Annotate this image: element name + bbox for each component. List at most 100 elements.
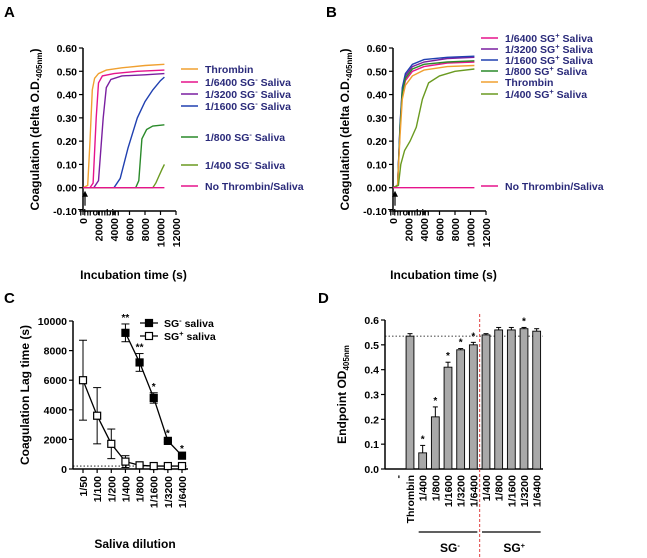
significance-star: *	[522, 316, 526, 327]
y-tick-label: 0.00	[367, 183, 388, 195]
legend-label: 1/400 SG+ Saliva	[505, 87, 587, 101]
legend-label: 1/800 SG- Saliva	[205, 130, 285, 144]
x-tick-label: 1/400	[418, 475, 430, 501]
y-axis-label: Endpoint OD405nm	[335, 345, 351, 444]
x-tick-label: 6000	[125, 218, 137, 242]
y-tick-label: 0	[61, 464, 67, 476]
group-label: SG-	[440, 541, 460, 555]
data-marker	[177, 461, 187, 471]
data-marker	[93, 411, 102, 420]
significance-star: *	[152, 382, 156, 393]
legend-label: 1/1600 SG+ Saliva	[505, 53, 593, 67]
bar	[405, 335, 415, 470]
x-tick-label: 4000	[419, 218, 431, 242]
x-tick-label: 10000	[156, 218, 168, 247]
y-axis-label: Coagulation Lag time (s)	[18, 325, 32, 465]
x-tick-label: 8000	[140, 218, 152, 242]
panel-label-b: B	[326, 4, 337, 21]
bar	[443, 366, 453, 470]
x-tick-label: 1/6400	[532, 475, 544, 507]
x-axis-label: Incubation time (s)	[390, 268, 497, 282]
y-tick-label: 0.5	[364, 340, 379, 352]
series-line	[82, 63, 165, 189]
y-tick-label: 0.30	[367, 113, 388, 125]
legend-label: Thrombin	[205, 64, 253, 76]
y-tick-label: 0.60	[367, 43, 388, 55]
x-tick-label: 12000	[171, 218, 183, 247]
y-tick-label: 0.30	[57, 113, 78, 125]
x-tick-label: 1/400	[481, 475, 493, 501]
significance-star: *	[459, 338, 463, 349]
y-tick-label: 0.1	[364, 439, 379, 451]
x-tick-label: -	[392, 475, 404, 479]
x-axis-label: Incubation time (s)	[80, 268, 187, 282]
bar	[456, 349, 466, 470]
series-line	[82, 379, 182, 467]
arrow-head	[82, 190, 88, 197]
data-marker	[107, 439, 116, 448]
legend-label: Thrombin	[505, 77, 553, 89]
y-tick-label: 0.60	[57, 43, 78, 55]
arrow-head	[392, 190, 398, 197]
y-tick-label: 0.50	[367, 66, 388, 78]
data-marker	[163, 461, 172, 471]
panel-label-a: A	[4, 4, 15, 21]
y-tick-label: 8000	[44, 346, 68, 358]
legend-label: 1/1600 SG- Saliva	[205, 99, 291, 113]
thrombin-annotation: Thrombin	[388, 208, 430, 218]
significance-star: *	[180, 444, 184, 455]
bar	[468, 344, 478, 470]
data-marker	[135, 461, 144, 470]
legend-label: 1/3200 SG+ Saliva	[505, 42, 593, 56]
significance-star: *	[433, 396, 437, 407]
series-line	[83, 164, 166, 189]
y-tick-label: 0.3	[364, 390, 379, 402]
y-tick-label: 0.00	[57, 183, 78, 195]
legend-marker	[144, 318, 154, 328]
legend-label: No Thrombin/Saliva	[505, 181, 604, 193]
series-line	[83, 69, 165, 189]
legend-label: 1/6400 SG- Saliva	[205, 75, 291, 89]
y-tick-label: 0.6	[364, 315, 379, 327]
x-tick-label: 1/800	[494, 475, 506, 501]
significance-star: *	[421, 434, 425, 445]
y-tick-label: 0.20	[367, 136, 388, 148]
bar	[418, 452, 428, 470]
bar	[519, 328, 529, 470]
data-marker	[135, 358, 144, 367]
legend-label: 1/400 SG- Saliva	[205, 158, 285, 172]
series-line	[83, 72, 165, 189]
bar	[430, 416, 440, 470]
y-tick-label: 10000	[38, 316, 67, 328]
chart-d: 0.0 0.1 0.2 0.3 0.4 0.5 0.6 - Thrombin * 1/400 * 1/8…	[335, 314, 544, 558]
data-marker	[177, 451, 187, 460]
y-tick-label: 0.2	[364, 414, 379, 426]
x-tick-label: 1/100	[92, 476, 104, 502]
series-line	[392, 68, 475, 189]
legend-label: 1/6400 SG+ Saliva	[505, 31, 593, 45]
y-tick-label: 4000	[44, 405, 68, 417]
chart-b: -0.10 0.00 0.10 0.20 0.30 0.40 0.50 0.60 0 2000 40…	[338, 31, 604, 282]
x-tick-label: Thrombin	[405, 475, 417, 523]
x-tick-label: 1/6400	[468, 475, 480, 507]
y-tick-label: 0.40	[367, 90, 388, 102]
bar	[494, 329, 504, 470]
data-marker	[78, 376, 88, 385]
panel-label-c: C	[4, 290, 15, 307]
data-marker	[149, 393, 158, 403]
x-tick-label: 2000	[94, 218, 106, 242]
y-tick-label: -0.10	[363, 206, 387, 218]
x-tick-label: 1/3200	[519, 475, 531, 507]
group-label: SG+	[503, 541, 525, 555]
y-tick-label: 0.10	[367, 159, 388, 171]
x-tick-label: 1/800	[430, 475, 442, 501]
chart-c: 0 2000 4000 6000 8000 10000 1/50 1/100 1/200 1/40…	[18, 313, 216, 551]
x-tick-label: 4000	[109, 218, 121, 242]
data-marker	[121, 328, 130, 337]
x-tick-label: 12000	[481, 218, 493, 247]
x-tick-label: 1/1600	[149, 476, 161, 508]
x-tick-label: 10000	[466, 218, 478, 247]
y-tick-label: 0.50	[57, 66, 78, 78]
legend-label: No Thrombin/Saliva	[205, 181, 304, 193]
